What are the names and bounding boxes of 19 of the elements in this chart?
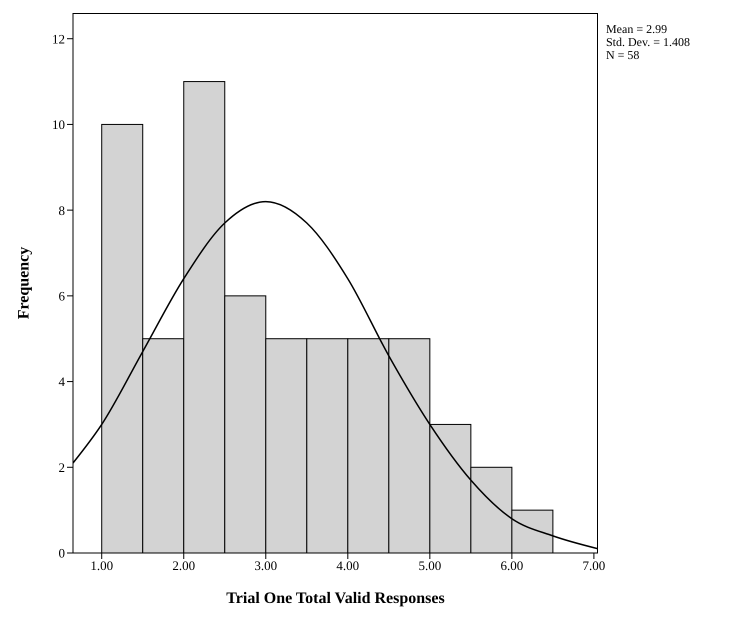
x-tick-label: 4.00 xyxy=(336,558,360,574)
x-tick-label: 7.00 xyxy=(582,558,606,574)
y-tick-label: 8 xyxy=(58,202,65,218)
y-tick-label: 0 xyxy=(58,546,65,561)
text: N = 58 xyxy=(606,48,640,62)
x-tick-label: 5.00 xyxy=(418,558,442,574)
x-tick-label: 3.00 xyxy=(254,558,278,574)
x-tick-label: 1.00 xyxy=(90,558,114,574)
x-axis-title: Trial One Total Valid Responses xyxy=(226,590,445,607)
y-tick-label: 12 xyxy=(52,31,65,46)
text: Mean = 2.99 xyxy=(606,22,668,36)
y-tick-label: 2 xyxy=(58,460,65,475)
x-tick-label: 2.00 xyxy=(172,558,196,574)
y-tick-label: 4 xyxy=(58,374,66,390)
y-tick-label: 10 xyxy=(52,117,65,132)
y-tick-label: 6 xyxy=(58,288,66,304)
y-axis-title: Frequency xyxy=(16,246,33,320)
text: Std. Dev. = 1.408 xyxy=(606,35,690,49)
x-tick-label: 6.00 xyxy=(500,558,524,574)
